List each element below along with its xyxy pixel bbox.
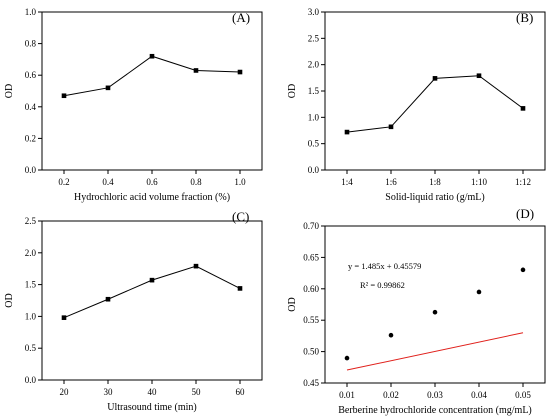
panel-b-y-tick-label: 2.5 [308,33,320,43]
panel-b-y-tick-label: 1.0 [308,112,320,122]
panel-b-data-point [388,124,394,130]
panel-d-r-squared: R² = 0.99862 [360,280,405,290]
panel-d-label: (D) [516,206,534,221]
panel-a-series-line [63,55,241,97]
panel-c-x-axis-label: Ultrasound time (min) [107,402,196,413]
panel-c-data-point [149,277,155,283]
panel-c-x-tick-label: 60 [236,387,246,397]
panel-c-data-point [105,296,111,302]
panel-c-y-tick-label: 0.5 [25,343,37,353]
panel-b: 0.0 0.5 1.0 1.5 2.0 2.5 3.0 1:4 1:6 1:8 1:10 1:12 So… [287,7,546,203]
panel-d: 0.45 0.50 0.55 0.60 0.65 0.70 0.01 0.02 0.03 0.04… [287,206,546,416]
panel-c-label: (C) [232,209,249,224]
panel-c-y-tick-label: 2.0 [25,248,37,258]
panel-b-x-tick-label: 1:6 [385,177,397,187]
panel-c: 0.0 0.5 1.0 1.5 2.0 2.5 20 30 40 50 60 Ultrasound t… [4,209,263,413]
panel-c-series-line [63,265,241,319]
panel-a-y-tick-label: 0.2 [25,133,36,143]
panel-d-data-point [432,309,438,315]
panel-b-series-line [346,75,524,133]
panel-c-axes-frame [41,220,263,381]
panel-a-y-tick-label: 0.8 [25,39,37,49]
panel-b-data-point [344,129,350,135]
panel-a-label: (A) [232,10,250,25]
panel-d-x-tick-label: 0.04 [471,390,487,400]
panel-c-data-point [61,315,67,320]
panel-a-y-tick-label: 0.0 [25,165,37,175]
panel-c-x-tick-label: 50 [192,387,202,397]
panel-d-y-tick-label: 0.45 [303,378,319,388]
panel-b-x-tick-label: 1:8 [429,177,441,187]
panel-d-x-tick-label: 0.03 [427,390,443,400]
panel-d-data-point [520,267,526,273]
panel-b-data-point [476,73,482,79]
panel-b-y-axis-label: OD [287,84,298,98]
panel-a-y-tick-label: 0.4 [25,102,37,112]
panel-a-x-axis-label: Hydrochloric acid volume fraction (%) [74,192,230,203]
panel-b-y-tick-label: 1.5 [308,86,320,96]
panel-b-axes-frame [324,11,546,171]
panel-d-fit-line [346,332,524,371]
panel-a-axes-frame [41,11,263,171]
panel-c-y-tick-label: 1.5 [25,280,37,290]
panel-a: 0.0 0.2 0.4 0.6 0.8 1.0 0.2 0.4 0.6 0.8 1.0 Hydroch… [4,7,263,203]
panel-b-x-tick-label: 1:12 [515,177,531,187]
panel-a-data-point [193,68,199,73]
panel-a-x-tick-label: 0.4 [102,177,114,187]
panel-b-y-tick-label: 2.0 [308,60,320,70]
panel-a-x-tick-label: 1.0 [234,177,246,187]
panel-d-x-tick-label: 0.05 [515,390,531,400]
panel-a-data-point [105,85,111,91]
panel-d-x-axis-label: Berberine hydrochloride concentration (m… [338,405,532,416]
panel-c-x-tick-label: 40 [148,387,158,397]
panel-c-y-tick-label: 2.5 [25,216,37,226]
panel-a-y-axis-label: OD [4,84,15,98]
panel-a-data-point [61,93,67,99]
panel-a-data-point [149,53,155,59]
panel-a-data-point [237,69,243,75]
panel-d-axes-frame [324,225,546,384]
panel-b-x-axis-label: Solid-liquid ratio (g/mL) [385,192,484,203]
panel-d-y-tick-label: 0.70 [303,221,319,231]
panel-d-data-point [388,332,394,338]
panel-c-y-axis-label: OD [4,293,15,307]
panel-a-x-tick-label: 0.6 [146,177,158,187]
panel-c-data-point [237,286,243,291]
panel-a-x-tick-label: 0.8 [190,177,202,187]
panel-b-data-point [432,76,438,81]
panel-d-y-axis-label: OD [287,297,298,311]
panel-b-x-tick-label: 1:10 [471,177,488,187]
panel-c-x-tick-label: 30 [104,387,114,397]
panel-a-y-tick-label: 1.0 [25,7,37,17]
panel-b-data-point [520,106,526,111]
panel-b-x-tick-label: 1:4 [341,177,353,187]
panel-d-y-tick-label: 0.65 [303,252,319,262]
panel-c-y-tick-label: 1.0 [25,311,37,321]
panel-a-x-tick-label: 0.2 [58,177,69,187]
panel-a-y-tick-label: 0.6 [25,70,37,80]
panel-d-data-point [476,289,482,295]
panel-b-label: (B) [516,10,533,25]
panel-c-y-tick-label: 0.0 [25,375,37,385]
panel-d-y-tick-label: 0.60 [303,284,319,294]
panel-d-y-tick-label: 0.55 [303,315,319,325]
panel-b-y-tick-label: 0.5 [308,139,320,149]
panel-b-y-tick-label: 3.0 [308,7,320,17]
panel-d-y-tick-label: 0.50 [303,347,319,357]
panel-c-data-point [193,263,199,269]
panel-b-y-tick-label: 0.0 [308,165,320,175]
panel-d-x-tick-label: 0.02 [383,390,399,400]
panel-d-x-tick-label: 0.01 [339,390,355,400]
panel-d-data-point [344,355,350,361]
panel-c-x-tick-label: 20 [60,387,70,397]
panel-d-equation: y = 1.485x + 0.45579 [348,261,421,271]
